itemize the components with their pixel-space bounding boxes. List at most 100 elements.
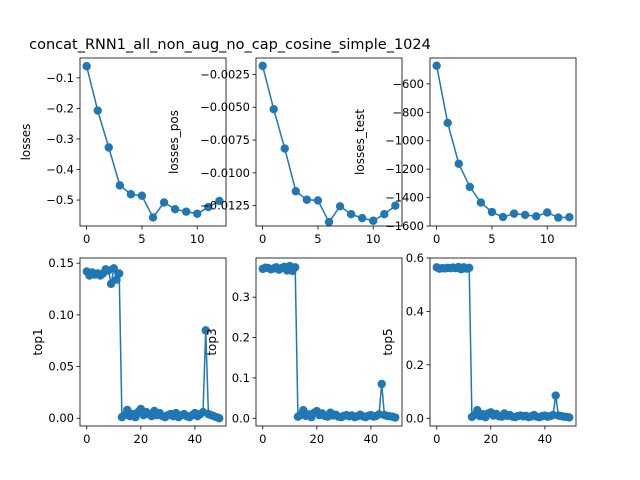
y-tick-label: −800	[392, 105, 424, 119]
y-axis-label: losses_pos	[167, 110, 181, 174]
data-point	[269, 104, 278, 114]
data-point	[193, 209, 202, 218]
x-tick-label: 20	[310, 432, 325, 446]
data-point	[391, 413, 400, 422]
y-tick-label: 0.0	[232, 411, 250, 425]
subplot-losses: 0 5 10 −0.5 −0.4 −0.3 −0.2 −0.1 losses	[19, 57, 227, 246]
data-point	[498, 212, 508, 222]
y-axis-label: top5	[381, 328, 395, 355]
data-point	[554, 213, 563, 222]
x-tick-label: 10	[190, 232, 205, 246]
data-point	[443, 118, 452, 128]
x-tick-label: 40	[188, 432, 203, 446]
data-point	[93, 106, 102, 115]
data-point	[137, 191, 147, 200]
y-tick-label: −0.4	[46, 162, 74, 176]
data-point	[258, 61, 267, 71]
data-point	[159, 198, 169, 207]
data-point	[181, 207, 191, 216]
series-line	[262, 264, 396, 419]
data-point	[291, 187, 301, 196]
x-tick-label: 5	[314, 232, 321, 246]
subplot-grid: 0 5 10 −0.5 −0.4 −0.3 −0.2 −0.1 losses 0 5 10 −0.012…	[19, 57, 577, 446]
y-tick-label: −0.0075	[200, 133, 250, 147]
data-point	[115, 269, 124, 278]
y-tick-label: 0.6	[406, 251, 424, 265]
y-tick-label: 0.15	[48, 256, 74, 270]
data-point	[357, 213, 367, 223]
x-tick-label: 10	[540, 232, 555, 246]
x-tick-label: 20	[134, 432, 149, 446]
y-tick-label: 0.10	[48, 308, 74, 322]
x-tick-label: 10	[366, 232, 381, 246]
data-point	[465, 182, 475, 192]
data-point	[215, 196, 224, 206]
data-point	[115, 181, 125, 190]
data-point	[565, 413, 574, 422]
series-line	[261, 65, 396, 224]
x-tick-label: 0	[433, 432, 440, 446]
data-point	[104, 143, 113, 152]
series-line	[86, 268, 220, 419]
data-point	[487, 207, 497, 217]
data-point	[335, 202, 345, 211]
data-point	[126, 190, 136, 199]
x-tick-label: 40	[538, 432, 553, 446]
y-tick-label: 0.2	[406, 358, 424, 372]
data-point	[280, 144, 289, 153]
y-tick-label: 0.4	[406, 304, 424, 318]
data-point	[377, 379, 386, 389]
y-axis-label: top1	[31, 328, 45, 355]
subplot-top3: 0 20 40 0.0 0.1 0.2 0.3 top3	[205, 257, 403, 446]
series-line	[435, 65, 570, 219]
data-point	[380, 209, 389, 219]
y-tick-label: 0.1	[232, 371, 250, 385]
x-tick-label: 0	[259, 432, 266, 446]
data-point	[204, 202, 213, 212]
y-tick-label: −0.0050	[200, 100, 250, 114]
y-tick-label: −1600	[385, 219, 424, 233]
axes-frame	[429, 257, 577, 427]
data-point	[432, 61, 441, 70]
data-point	[109, 264, 119, 273]
x-tick-label: 0	[259, 232, 266, 246]
data-point	[509, 209, 519, 218]
subplot-losses_pos: 0 5 10 −0.0125 −0.0100 −0.0075 −0.0050 −0.0025 l…	[167, 57, 403, 246]
data-point	[391, 201, 400, 210]
axes-frame	[79, 57, 227, 227]
x-tick-label: 0	[83, 232, 90, 246]
y-tick-label: −1200	[385, 162, 424, 176]
x-tick-label: 20	[484, 432, 499, 446]
axes-frame	[429, 57, 577, 227]
y-axis-label: losses	[19, 124, 33, 161]
y-tick-label: −1000	[385, 134, 424, 148]
y-axis-label: top3	[205, 328, 219, 355]
figure-title: concat_RNN1_all_non_aug_no_cap_cosine_si…	[29, 37, 431, 53]
y-tick-label: 0.3	[232, 290, 250, 304]
y-axis-label: losses_test	[353, 109, 367, 175]
y-tick-label: −0.0125	[200, 199, 250, 213]
data-point	[291, 263, 300, 272]
data-point	[520, 210, 530, 220]
y-tick-label: −0.5	[46, 193, 74, 207]
y-tick-label: 0.2	[232, 331, 250, 345]
y-tick-label: −0.1	[46, 71, 74, 85]
x-tick-label: 40	[364, 432, 379, 446]
data-point	[201, 326, 210, 335]
x-tick-label: 0	[83, 432, 90, 446]
y-tick-label: 0.0	[406, 411, 424, 425]
data-point	[148, 213, 158, 222]
axes-frame	[79, 257, 227, 427]
data-point	[369, 216, 378, 225]
x-tick-label: 0	[433, 232, 440, 246]
y-tick-label: −0.0025	[200, 67, 250, 81]
data-point	[476, 198, 486, 207]
y-tick-label: 0.00	[48, 411, 74, 425]
axes-frame	[255, 257, 403, 427]
y-tick-label: 0.05	[48, 360, 74, 374]
data-point	[565, 212, 574, 222]
axes-frame	[255, 57, 403, 227]
data-point	[324, 217, 334, 227]
y-tick-label: −600	[392, 77, 424, 91]
